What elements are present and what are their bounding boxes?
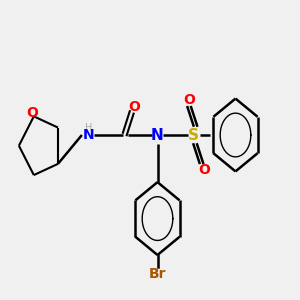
Text: N: N [151, 128, 164, 142]
Text: S: S [188, 128, 199, 142]
Text: O: O [26, 106, 38, 120]
Text: H: H [85, 123, 92, 133]
Text: N: N [83, 128, 94, 142]
Text: Br: Br [149, 267, 166, 281]
Text: O: O [183, 93, 195, 107]
Text: O: O [198, 163, 210, 177]
Text: O: O [128, 100, 140, 114]
